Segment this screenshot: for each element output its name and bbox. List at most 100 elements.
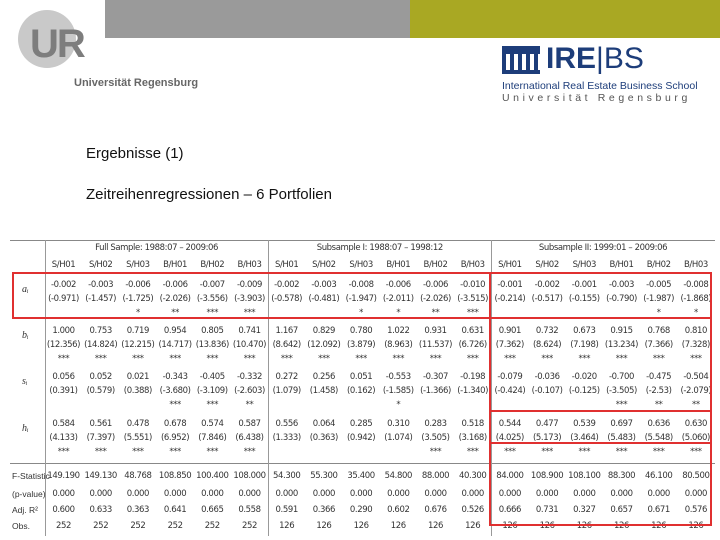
row-label: bᵢ (22, 330, 29, 341)
stat-value: 0.000 (52, 489, 75, 499)
t-statistic: (-0.155) (568, 294, 600, 304)
significance: ** (654, 400, 663, 410)
stat-label: F-Statistic (12, 471, 50, 481)
significance: ** (692, 400, 700, 410)
t-statistic: (8.642) (272, 340, 302, 350)
column-header: S/H03 (572, 260, 597, 270)
significance: *** (504, 354, 516, 364)
stat-value: 0.000 (610, 489, 633, 499)
t-statistic: (7.362) (495, 340, 525, 350)
t-statistic: (6.952) (161, 433, 190, 443)
coefficient: -0.006 (162, 280, 188, 290)
t-statistic: (10.470) (232, 340, 267, 350)
ur-name: Universität Regensburg (74, 77, 199, 89)
coefficient: 0.056 (52, 372, 75, 382)
t-statistic: (-0.214) (494, 294, 526, 304)
t-statistic: (1.074) (384, 433, 413, 443)
stat-value: 0.671 (647, 505, 671, 515)
stat-value: 0.633 (89, 505, 113, 515)
significance: *** (429, 354, 442, 364)
stat-value: 0.676 (424, 505, 447, 515)
significance: * (396, 308, 401, 318)
t-statistic: (-2.026) (420, 294, 451, 304)
stat-value: 88.000 (421, 471, 450, 481)
stat-value: 0.602 (387, 505, 410, 515)
t-statistic: (1.079) (272, 386, 302, 396)
irebs-sep: | (596, 42, 604, 75)
coefficient: -0.003 (88, 280, 114, 290)
coefficient: -0.405 (199, 372, 225, 382)
group-divider (491, 240, 493, 536)
stat-value: 100.400 (196, 471, 229, 481)
coefficient: -0.003 (311, 280, 337, 290)
coefficient: -0.002 (274, 280, 300, 290)
significance: *** (466, 447, 479, 457)
significance: *** (243, 354, 256, 364)
t-statistic: (0.942) (347, 433, 376, 443)
top-bar-gray (105, 0, 410, 38)
significance: ** (431, 308, 440, 318)
t-statistic: (7.846) (198, 433, 227, 443)
t-statistic: (0.162) (347, 386, 376, 396)
coefficient: -0.009 (236, 280, 262, 290)
coefficient: -0.020 (571, 372, 597, 382)
significance: *** (206, 447, 219, 457)
t-statistic: (-3.515) (457, 294, 489, 304)
t-statistic: (5.483) (607, 433, 636, 443)
stat-value: 35.400 (347, 471, 375, 481)
t-statistic: (-2.53) (645, 386, 672, 396)
stat-value: 0.666 (498, 505, 522, 515)
coefficient: 1.022 (387, 326, 410, 336)
t-statistic: (5.548) (644, 433, 674, 443)
stat-value: 252 (93, 521, 109, 531)
significance: *** (94, 354, 107, 364)
coefficient: 0.753 (89, 326, 113, 336)
stat-value: 0.000 (461, 489, 485, 499)
coefficient: 0.544 (498, 419, 522, 429)
row-label: hᵢ (22, 423, 29, 434)
stat-value: 0.526 (461, 505, 485, 515)
irebs-university: Universität Regensburg (502, 92, 691, 104)
t-statistic: (7.366) (644, 340, 674, 350)
t-statistic: (-2.011) (382, 294, 414, 304)
stat-label: (p-value) (12, 489, 46, 499)
coefficient: 0.805 (201, 326, 224, 336)
stat-value: 88.300 (607, 471, 636, 481)
coefficient: 0.584 (52, 419, 75, 429)
column-header: S/H02 (535, 260, 559, 270)
coefficient: -0.332 (236, 372, 262, 382)
coefficient: 0.719 (126, 326, 150, 336)
ur-logo-circle (18, 10, 76, 68)
significance: *** (690, 354, 702, 364)
t-statistic: (5.173) (533, 433, 562, 443)
significance: *** (541, 447, 553, 457)
t-statistic: (5.551) (123, 433, 153, 443)
significance: * (135, 308, 140, 318)
coefficient: 1.167 (275, 326, 299, 336)
coefficient: -0.001 (497, 280, 523, 290)
column-header: S/H01 (498, 260, 522, 270)
significance: *** (243, 447, 256, 457)
t-statistic: (0.363) (309, 433, 339, 443)
t-statistic: (8.963) (384, 340, 413, 350)
column-header: B/H01 (163, 260, 188, 270)
significance: *** (243, 308, 256, 318)
coefficient: 0.954 (163, 326, 187, 336)
coefficient: -0.343 (162, 372, 188, 382)
significance: ** (171, 308, 179, 318)
t-statistic: (12.215) (121, 340, 155, 350)
stat-value: 126 (390, 521, 406, 531)
stat-value: 126 (279, 521, 295, 531)
stat-value: 126 (427, 521, 444, 531)
t-statistic: (7.328) (681, 340, 711, 350)
t-statistic: (8.624) (533, 340, 562, 350)
irebs-school: International Real Estate Business Schoo… (502, 80, 698, 92)
stat-value: 84.000 (496, 471, 524, 481)
column-header: S/H03 (349, 260, 373, 270)
coefficient: -0.006 (422, 280, 448, 290)
coefficient: 0.741 (238, 326, 261, 336)
t-statistic: (-1.987) (643, 294, 675, 304)
stat-value: 126 (465, 521, 481, 531)
